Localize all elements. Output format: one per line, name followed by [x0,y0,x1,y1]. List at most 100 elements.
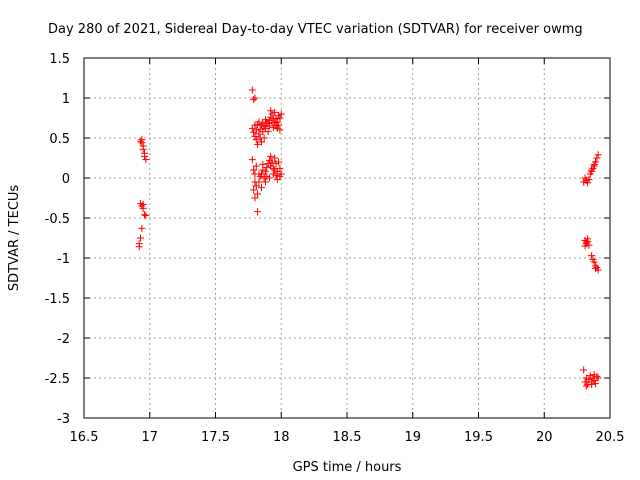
x-tick-label: 19.5 [464,430,493,445]
data-point [261,116,269,124]
data-point [258,138,266,146]
data-point [271,154,279,162]
data-point [272,172,280,180]
y-tick-label: 0.5 [49,132,70,147]
data-point [584,237,592,245]
data-point [592,264,600,272]
x-tick-label: 20 [536,430,553,445]
data-point [585,241,593,249]
data-point [588,380,596,388]
data-point [139,145,147,153]
y-axis: -3 -2.5 -2 -1.5 -1 -0.5 0 0.5 1 1.5 [45,52,610,427]
data-point [252,162,260,170]
x-tick-label: 17 [141,430,158,445]
data-point [250,96,258,104]
data-point [275,121,283,129]
data-point [254,120,262,128]
data-point [248,86,256,94]
data-point [272,160,280,168]
y-tick-label: -1 [57,252,70,267]
data-point [267,107,275,115]
data-point [140,152,148,160]
x-tick-label: 17.5 [201,430,230,445]
data-point [584,179,592,187]
data-point [582,382,590,390]
data-point [263,164,271,172]
x-tick-label: 16.5 [70,430,99,445]
data-point [593,154,601,162]
y-tick-label: -2.5 [45,372,70,387]
data-point [140,211,148,219]
data-point [271,108,279,116]
data-point [255,130,263,138]
data-point [137,137,145,145]
x-axis: 16.5 17 17.5 18 18.5 19 19.5 20 20.5 [70,58,625,445]
y-tick-label: -1.5 [45,292,70,307]
data-point [138,224,146,232]
data-point [260,123,268,131]
y-tick-label: 1.5 [49,52,70,67]
data-point [251,94,259,102]
data-point [252,182,260,190]
data-point [251,194,259,202]
data-point [252,126,260,134]
data-point [261,168,269,176]
data-point [259,120,267,128]
data-point [135,243,143,251]
data-point [276,172,284,180]
data-point [254,190,262,198]
data-point [256,134,264,142]
data-point [252,136,260,144]
x-tick-label: 19 [404,430,421,445]
data-point [269,124,277,132]
data-point [276,164,284,172]
x-axis-label: GPS time / hours [293,460,402,475]
data-point [138,136,146,144]
data-point [277,110,285,118]
data-point [250,166,258,174]
data-point [254,208,262,216]
data-point [580,366,588,374]
data-point [264,128,272,136]
x-tick-label: 18 [273,430,290,445]
data-point [250,186,258,194]
data-point [268,158,276,166]
data-point [248,156,256,164]
data-point [276,114,284,122]
data-point [588,252,596,260]
y-tick-label: -3 [57,412,70,427]
y-tick-label: 1 [62,92,70,107]
data-point [137,234,145,242]
data-point [139,200,147,208]
x-tick-label: 20.5 [596,430,625,445]
data-point [261,178,269,186]
data-point [268,119,276,127]
grid [84,58,610,418]
data-point [142,156,150,164]
data-point [581,242,589,250]
data-point [255,178,263,186]
data-point [255,170,263,178]
data-point [142,212,150,220]
data-point [276,126,284,134]
data-point [594,374,602,382]
data-point [273,118,281,126]
x-tick-label: 18.5 [333,430,362,445]
data-point [592,380,600,388]
chart-title: Day 280 of 2021, Sidereal Day-to-day VTE… [48,22,583,37]
y-tick-label: 0 [62,172,70,187]
data-point [263,172,271,180]
data-point [251,132,259,140]
data-point [590,258,598,266]
data-point [585,176,593,184]
data-points [135,86,602,390]
data-point [588,166,596,174]
data-point [258,184,266,192]
y-tick-label: -0.5 [45,212,70,227]
data-point [590,160,598,168]
data-point [259,160,267,168]
data-point [594,151,602,159]
data-point [272,115,280,123]
data-point [254,140,262,148]
